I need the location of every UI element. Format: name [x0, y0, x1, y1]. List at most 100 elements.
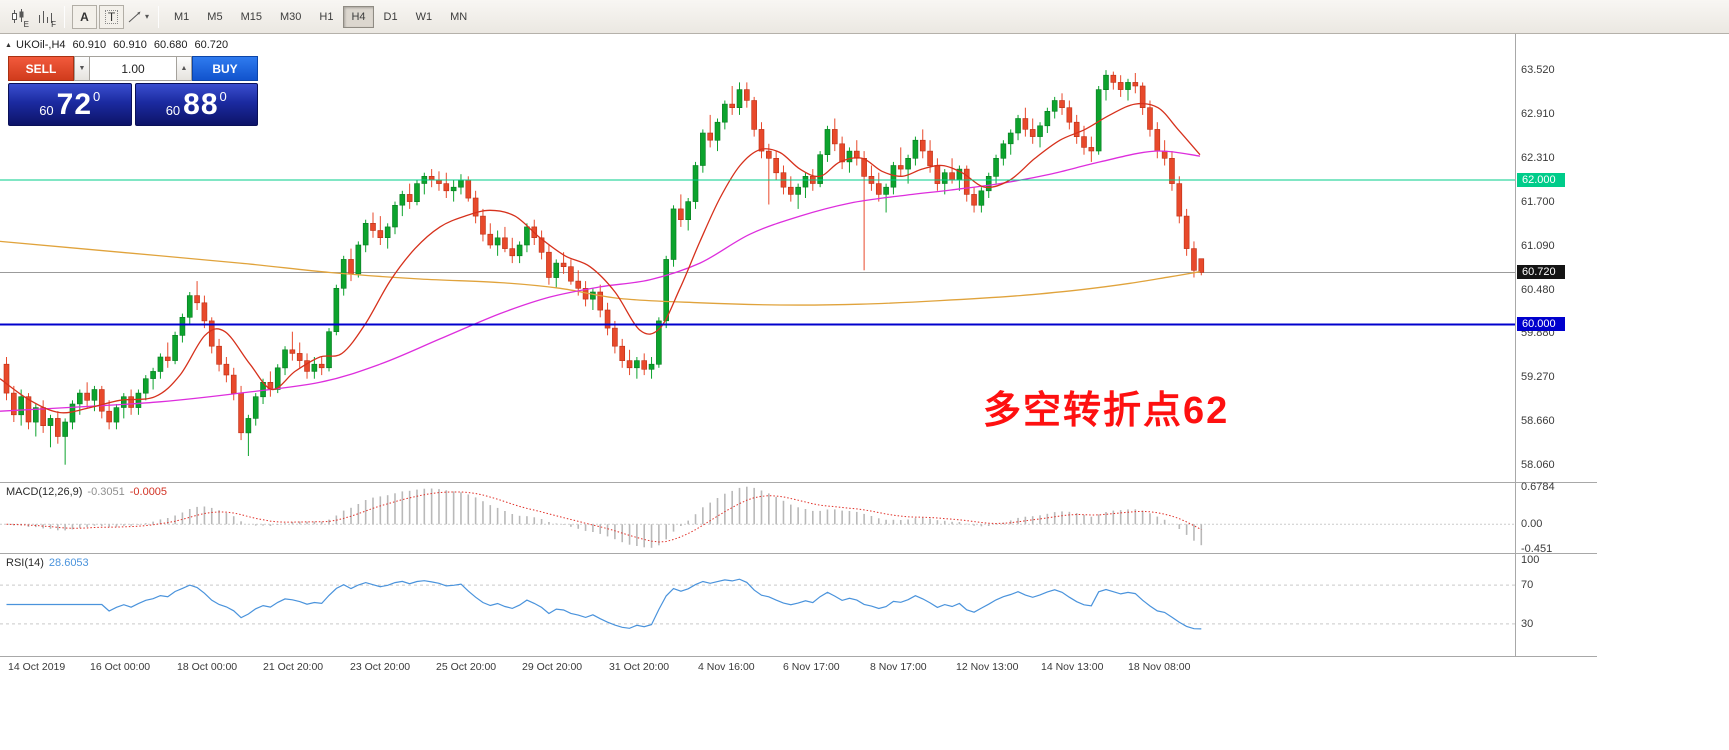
buy-button[interactable]: BUY: [192, 56, 258, 81]
volume-decrease-button[interactable]: ▼: [74, 56, 90, 81]
candle: [612, 320, 618, 354]
macd-name: MACD(12,26,9): [6, 486, 83, 498]
chart-annotation[interactable]: 多空转折点62: [983, 390, 1230, 432]
candle: [384, 223, 391, 249]
candle: [428, 169, 435, 188]
candle: [1161, 140, 1168, 166]
candle: [1081, 125, 1087, 155]
candle: [179, 313, 186, 343]
ohlc-close: 60.720: [194, 39, 229, 51]
candle: [348, 248, 354, 282]
candle: [421, 172, 428, 195]
timeframe-button-m5[interactable]: M5: [199, 6, 230, 28]
candle: [172, 331, 178, 365]
timeframe-button-mn[interactable]: MN: [442, 6, 475, 28]
text-label-button[interactable]: A: [72, 4, 97, 29]
candle: [1117, 75, 1124, 97]
caret-up-icon: ▲: [180, 65, 188, 72]
candle: [626, 349, 633, 376]
candle: [487, 223, 494, 249]
candle: [3, 357, 10, 401]
text-box-button[interactable]: T: [99, 4, 124, 29]
candle: [333, 284, 340, 336]
candle: [1066, 100, 1073, 130]
candle: [436, 171, 442, 191]
candle: [597, 284, 604, 318]
volume-increase-button[interactable]: ▲: [176, 56, 192, 81]
timeframe-button-m1[interactable]: M1: [166, 6, 197, 28]
candle: [758, 122, 765, 159]
candle: [634, 357, 640, 379]
macd-signal-value: -0.0005: [129, 486, 168, 498]
candle: [11, 385, 17, 422]
candle: [663, 255, 670, 329]
candle: [795, 183, 801, 209]
candle: [524, 223, 530, 253]
timeframe-button-m30[interactable]: M30: [272, 6, 309, 28]
rsi-line: [6, 578, 1202, 630]
candle: [47, 414, 54, 448]
candle: [751, 96, 757, 137]
ma-mid-line: [0, 150, 1201, 412]
candle: [700, 129, 706, 173]
candle: [128, 389, 134, 415]
sell-price-prefix: 60: [39, 103, 54, 118]
candlestick-icon: [11, 9, 23, 23]
bar-chart-icon: [38, 11, 52, 23]
timeframe-button-h1[interactable]: H1: [311, 6, 341, 28]
candle: [150, 367, 156, 390]
candle: [223, 357, 230, 383]
candle: [69, 400, 76, 430]
collapse-panel-icon[interactable]: ▲: [5, 42, 12, 49]
timeframe-button-w1[interactable]: W1: [408, 6, 441, 28]
candle: [1051, 96, 1058, 119]
buy-price-tile[interactable]: 60 88 0: [134, 83, 258, 126]
caret-down-icon: ▼: [78, 65, 86, 72]
candle: [311, 357, 318, 379]
buy-price-big: 88: [183, 87, 219, 121]
candle: [362, 219, 369, 253]
candle: [538, 230, 545, 260]
candle: [399, 190, 406, 217]
candle: [406, 183, 413, 209]
candle: [55, 411, 61, 444]
candle: [326, 328, 332, 372]
volume-input[interactable]: [90, 56, 176, 81]
candle: [560, 252, 567, 274]
candle: [377, 216, 384, 245]
candle: [1147, 100, 1153, 137]
candlesticks-button[interactable]: E: [5, 5, 30, 29]
candle: [1125, 78, 1131, 101]
candle: [905, 154, 911, 184]
candlestick-series: [3, 70, 1205, 465]
candle: [502, 226, 508, 253]
trendline-tool-button[interactable]: ▾: [126, 5, 151, 29]
candle: [113, 404, 120, 430]
candle: [238, 385, 244, 441]
candle: [296, 342, 303, 368]
candle: [956, 165, 963, 191]
candle: [707, 114, 713, 148]
candle: [18, 389, 24, 426]
sell-price-tile[interactable]: 60 72 0: [8, 83, 132, 126]
candle: [1022, 107, 1029, 137]
bar-chart-button[interactable]: F: [32, 5, 57, 29]
timeframe-button-d1[interactable]: D1: [376, 6, 406, 28]
candle: [245, 414, 252, 456]
candle: [1191, 241, 1197, 278]
candle: [443, 172, 450, 198]
candle: [1103, 70, 1109, 101]
candle: [208, 317, 215, 354]
candle: [1132, 73, 1139, 94]
candle: [230, 367, 237, 401]
candle: [289, 331, 296, 361]
sell-button[interactable]: SELL: [8, 56, 74, 81]
timeframe-button-h4[interactable]: H4: [343, 5, 374, 28]
rsi-indicator-label: RSI(14) 28.6053: [6, 557, 94, 569]
candle: [164, 342, 171, 368]
ohlc-open: 60.910: [72, 39, 107, 51]
timeframe-button-m15[interactable]: M15: [233, 6, 270, 28]
